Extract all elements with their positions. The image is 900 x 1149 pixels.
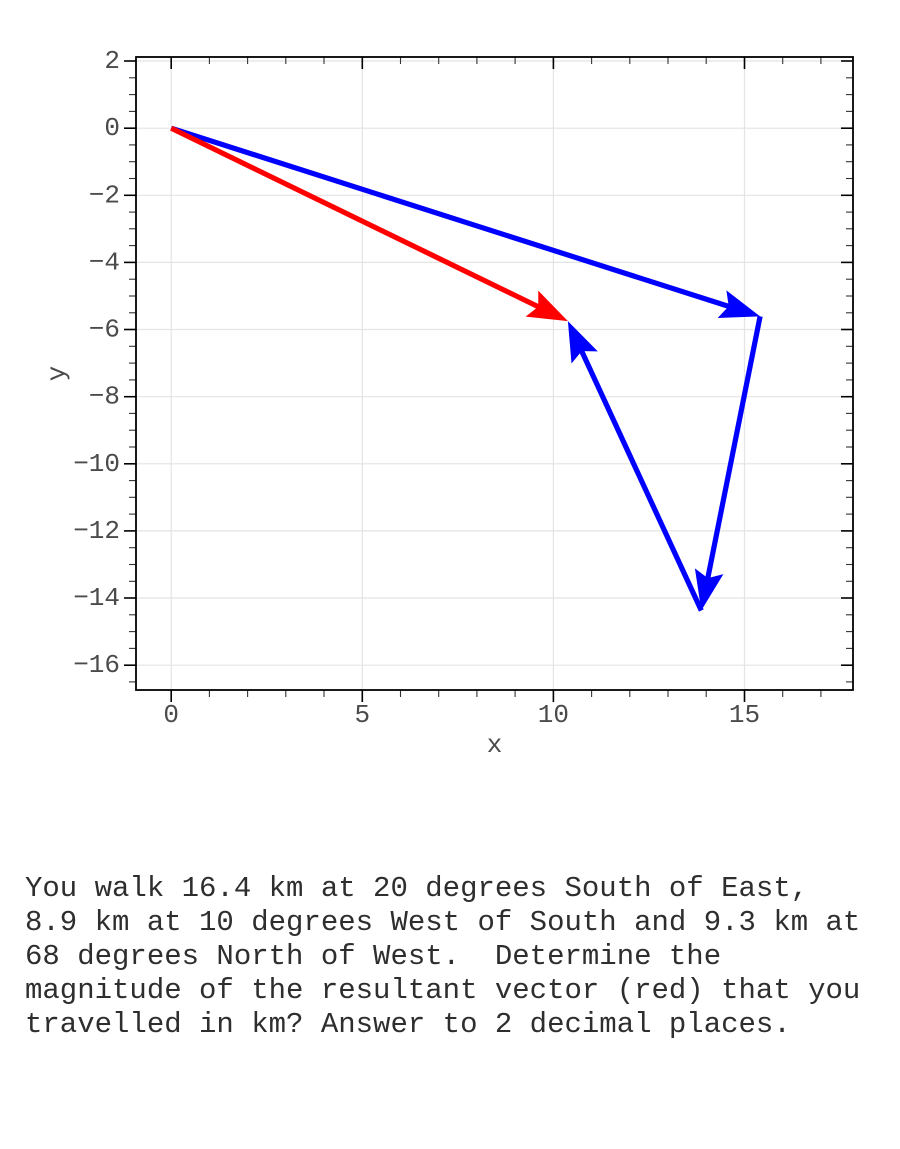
- svg-text:5: 5: [354, 700, 370, 730]
- y-tick-labels: 2 0 −2 −4 −6 −8 −10 −12 −14 −16: [73, 46, 120, 680]
- problem-text: You walk 16.4 km at 20 degrees South of …: [25, 872, 860, 1042]
- svg-text:−8: −8: [89, 382, 120, 412]
- axis-frame: [135, 56, 854, 691]
- vector-leg-2-blue: [694, 315, 763, 611]
- svg-text:−2: −2: [89, 180, 120, 210]
- x-axis-label: x: [487, 730, 503, 760]
- svg-text:10: 10: [538, 700, 569, 730]
- svg-text:−16: −16: [73, 650, 120, 680]
- svg-text:0: 0: [104, 113, 120, 143]
- x-tick-labels: 0 5 10 15: [163, 700, 760, 730]
- svg-text:0: 0: [163, 700, 179, 730]
- problem-line-5: travelled in km? Answer to 2 decimal pla…: [25, 1008, 791, 1041]
- problem-line-2: 8.9 km at 10 degrees West of South and 9…: [25, 906, 861, 939]
- svg-text:−4: −4: [89, 247, 120, 277]
- svg-text:−14: −14: [73, 583, 120, 613]
- vector-leg-3-blue: [567, 321, 704, 612]
- problem-line-4: magnitude of the resultant vector (red) …: [25, 974, 861, 1007]
- svg-text:−10: −10: [73, 449, 120, 479]
- vector-plot-figure: 0 5 10 15 2 0 −2 −4 −6 −8 −10 −12 −14 −16 x y: [42, 46, 854, 760]
- problem-line-1: You walk 16.4 km at 20 degrees South of …: [25, 872, 809, 905]
- grid-lines: [136, 57, 853, 690]
- vector-leg-1-blue: [170, 125, 761, 318]
- y-axis-label: y: [42, 366, 72, 382]
- axis-ticks: [124, 57, 853, 702]
- problem-line-3: 68 degrees North of West. Determine the: [25, 940, 722, 973]
- svg-text:2: 2: [104, 46, 120, 76]
- vector-resultant-red: [170, 125, 568, 322]
- svg-text:−12: −12: [73, 516, 120, 546]
- svg-text:−6: −6: [89, 315, 120, 345]
- svg-text:15: 15: [729, 700, 760, 730]
